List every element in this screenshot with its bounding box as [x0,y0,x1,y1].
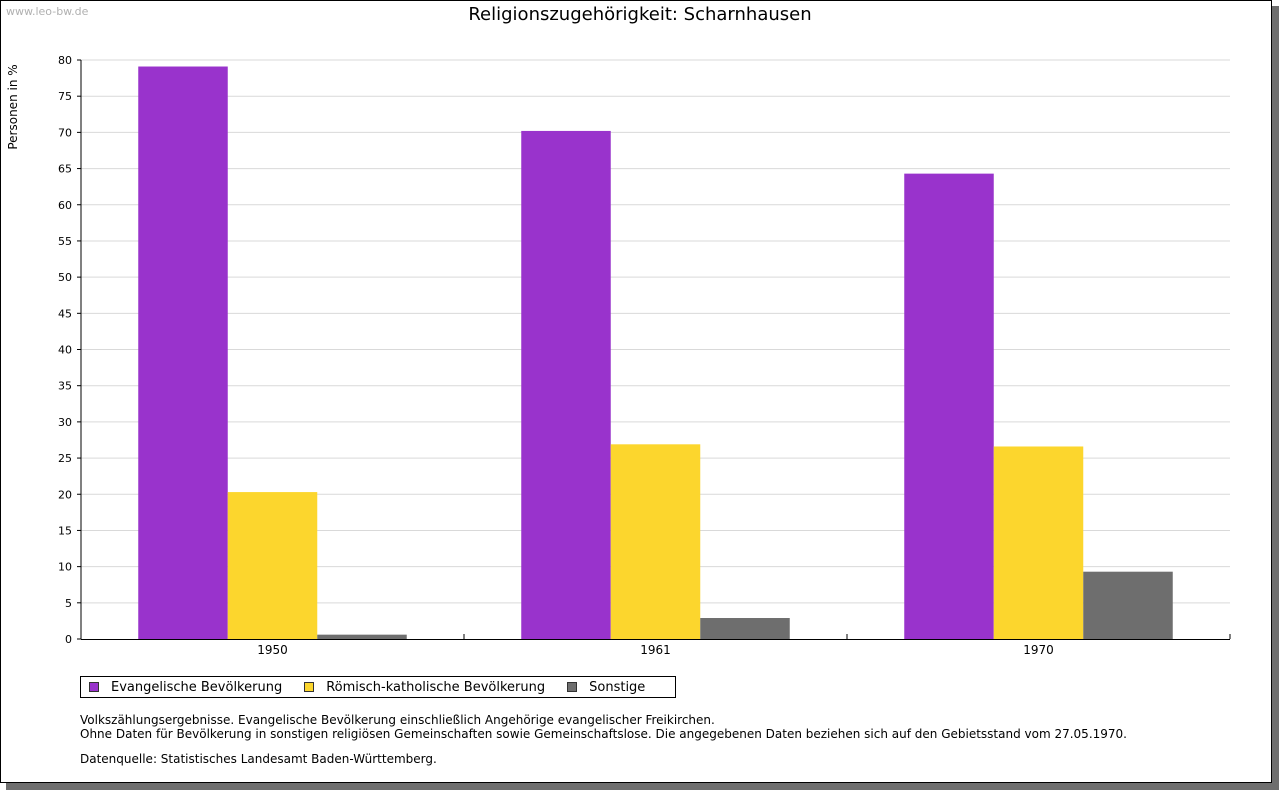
y-tick-label: 50 [58,271,72,284]
bar-sonstige-1970 [1083,571,1173,639]
y-tick-label: 25 [58,452,72,465]
bar-r-misch-katholische-bev-lkerung-1950 [227,492,318,639]
y-tick-label: 35 [58,380,72,393]
legend-label-katholisch: Römisch-katholische Bevölkerung [326,679,546,695]
x-tick-label: 1961 [640,643,671,657]
legend-label-sonstige: Sonstige [589,679,646,695]
bar-r-misch-katholische-bev-lkerung-1970 [993,446,1084,639]
x-tick-label: 1970 [1023,643,1054,657]
note-line-2: Ohne Daten für Bevölkerung in sonstigen … [80,727,1127,741]
y-tick-label: 65 [58,163,72,176]
y-tick-label: 15 [58,524,72,537]
chart-title: Religionszugehörigkeit: Scharnhausen [468,4,812,25]
bar-sonstige-1950 [317,634,407,639]
frame-shadow-right [1272,6,1279,790]
y-tick-label: 20 [58,488,72,501]
bar-evangelische-bev-lkerung-1950 [138,66,228,640]
legend-swatch-sonstige [567,682,578,692]
legend-item-evangelisch: Evangelische Bevölkerung [89,680,282,695]
data-source: Datenquelle: Statistisches Landesamt Bad… [80,752,437,766]
bar-sonstige-1961 [700,618,790,639]
y-axis-label: Personen in % [6,64,20,149]
legend-swatch-evangelisch [89,682,99,692]
y-tick-label: 55 [58,235,72,248]
watermark: www.leo-bw.de [6,5,89,18]
chart-notes: Volkszählungsergebnisse. Evangelische Be… [80,713,1127,741]
x-tick-label: 1950 [257,643,288,657]
y-tick-label: 45 [58,307,72,320]
y-tick-label: 10 [58,561,72,574]
y-tick-label: 70 [58,126,72,139]
bar-r-misch-katholische-bev-lkerung-1961 [610,444,701,639]
y-tick-label: 40 [58,344,72,357]
frame-shadow-bottom [6,783,1279,790]
bar-evangelische-bev-lkerung-1970 [904,173,994,639]
note-line-1: Volkszählungsergebnisse. Evangelische Be… [80,713,715,727]
y-tick-label: 5 [65,597,72,610]
y-tick-label: 75 [58,90,72,103]
y-tick-label: 60 [58,199,72,212]
legend-item-katholisch: Römisch-katholische Bevölkerung [304,680,545,695]
legend-label-evangelisch: Evangelische Bevölkerung [111,679,283,695]
y-tick-label: 0 [65,633,72,646]
y-tick-label: 80 [58,54,72,67]
legend-swatch-katholisch [304,682,315,692]
bar-evangelische-bev-lkerung-1961 [521,130,611,640]
legend: Evangelische Bevölkerung Römisch-katholi… [80,676,676,698]
y-tick-label: 30 [58,416,72,429]
legend-item-sonstige: Sonstige [567,680,645,695]
